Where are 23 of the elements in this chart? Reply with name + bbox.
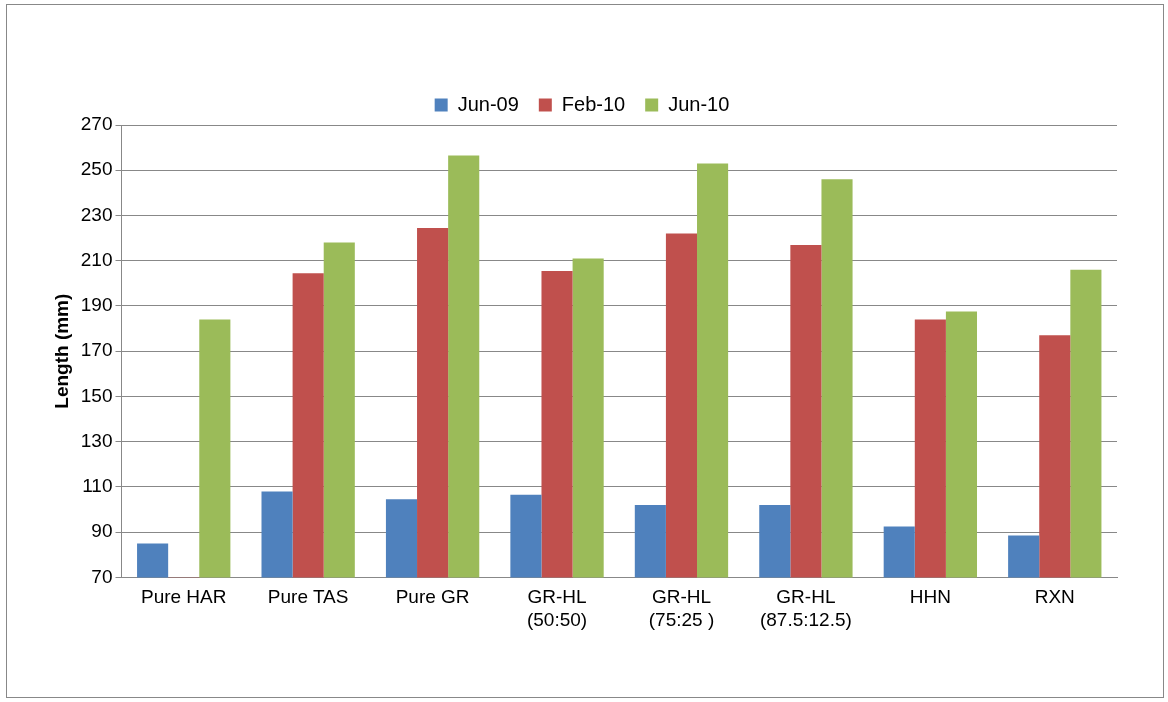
x-tick-label: Pure GR	[395, 586, 470, 608]
y-tick-label: 150	[80, 384, 113, 406]
x-tick-label: Pure HAR	[140, 586, 227, 608]
x-tick-label: GR-HL (75:25 )	[648, 586, 715, 630]
y-tick-label: 230	[80, 203, 113, 225]
legend-label: Feb-10	[561, 92, 626, 115]
y-tick-label: 70	[91, 565, 113, 587]
y-tick-label: 270	[80, 113, 113, 135]
x-tick-label: HHN	[909, 586, 951, 608]
y-tick-label: 210	[80, 248, 113, 270]
y-tick-label: 250	[80, 158, 113, 180]
legend-label: Jun-10	[668, 92, 730, 115]
legend-label: Jun-09	[457, 92, 519, 115]
x-tick-label: GR-HL (50:50)	[526, 586, 588, 630]
y-tick-label: 130	[80, 429, 113, 451]
y-tick-label: 190	[80, 294, 113, 316]
y-tick-label: 110	[82, 475, 113, 497]
y-tick-label: 90	[91, 520, 113, 542]
x-tick-label: RXN	[1034, 586, 1075, 608]
x-tick-label: GR-HL (87.5:12.5)	[759, 586, 852, 630]
y-axis-title: Length (mm)	[50, 293, 72, 409]
x-tick-label: Pure TAS	[267, 586, 349, 608]
y-tick-label: 170	[80, 339, 113, 361]
